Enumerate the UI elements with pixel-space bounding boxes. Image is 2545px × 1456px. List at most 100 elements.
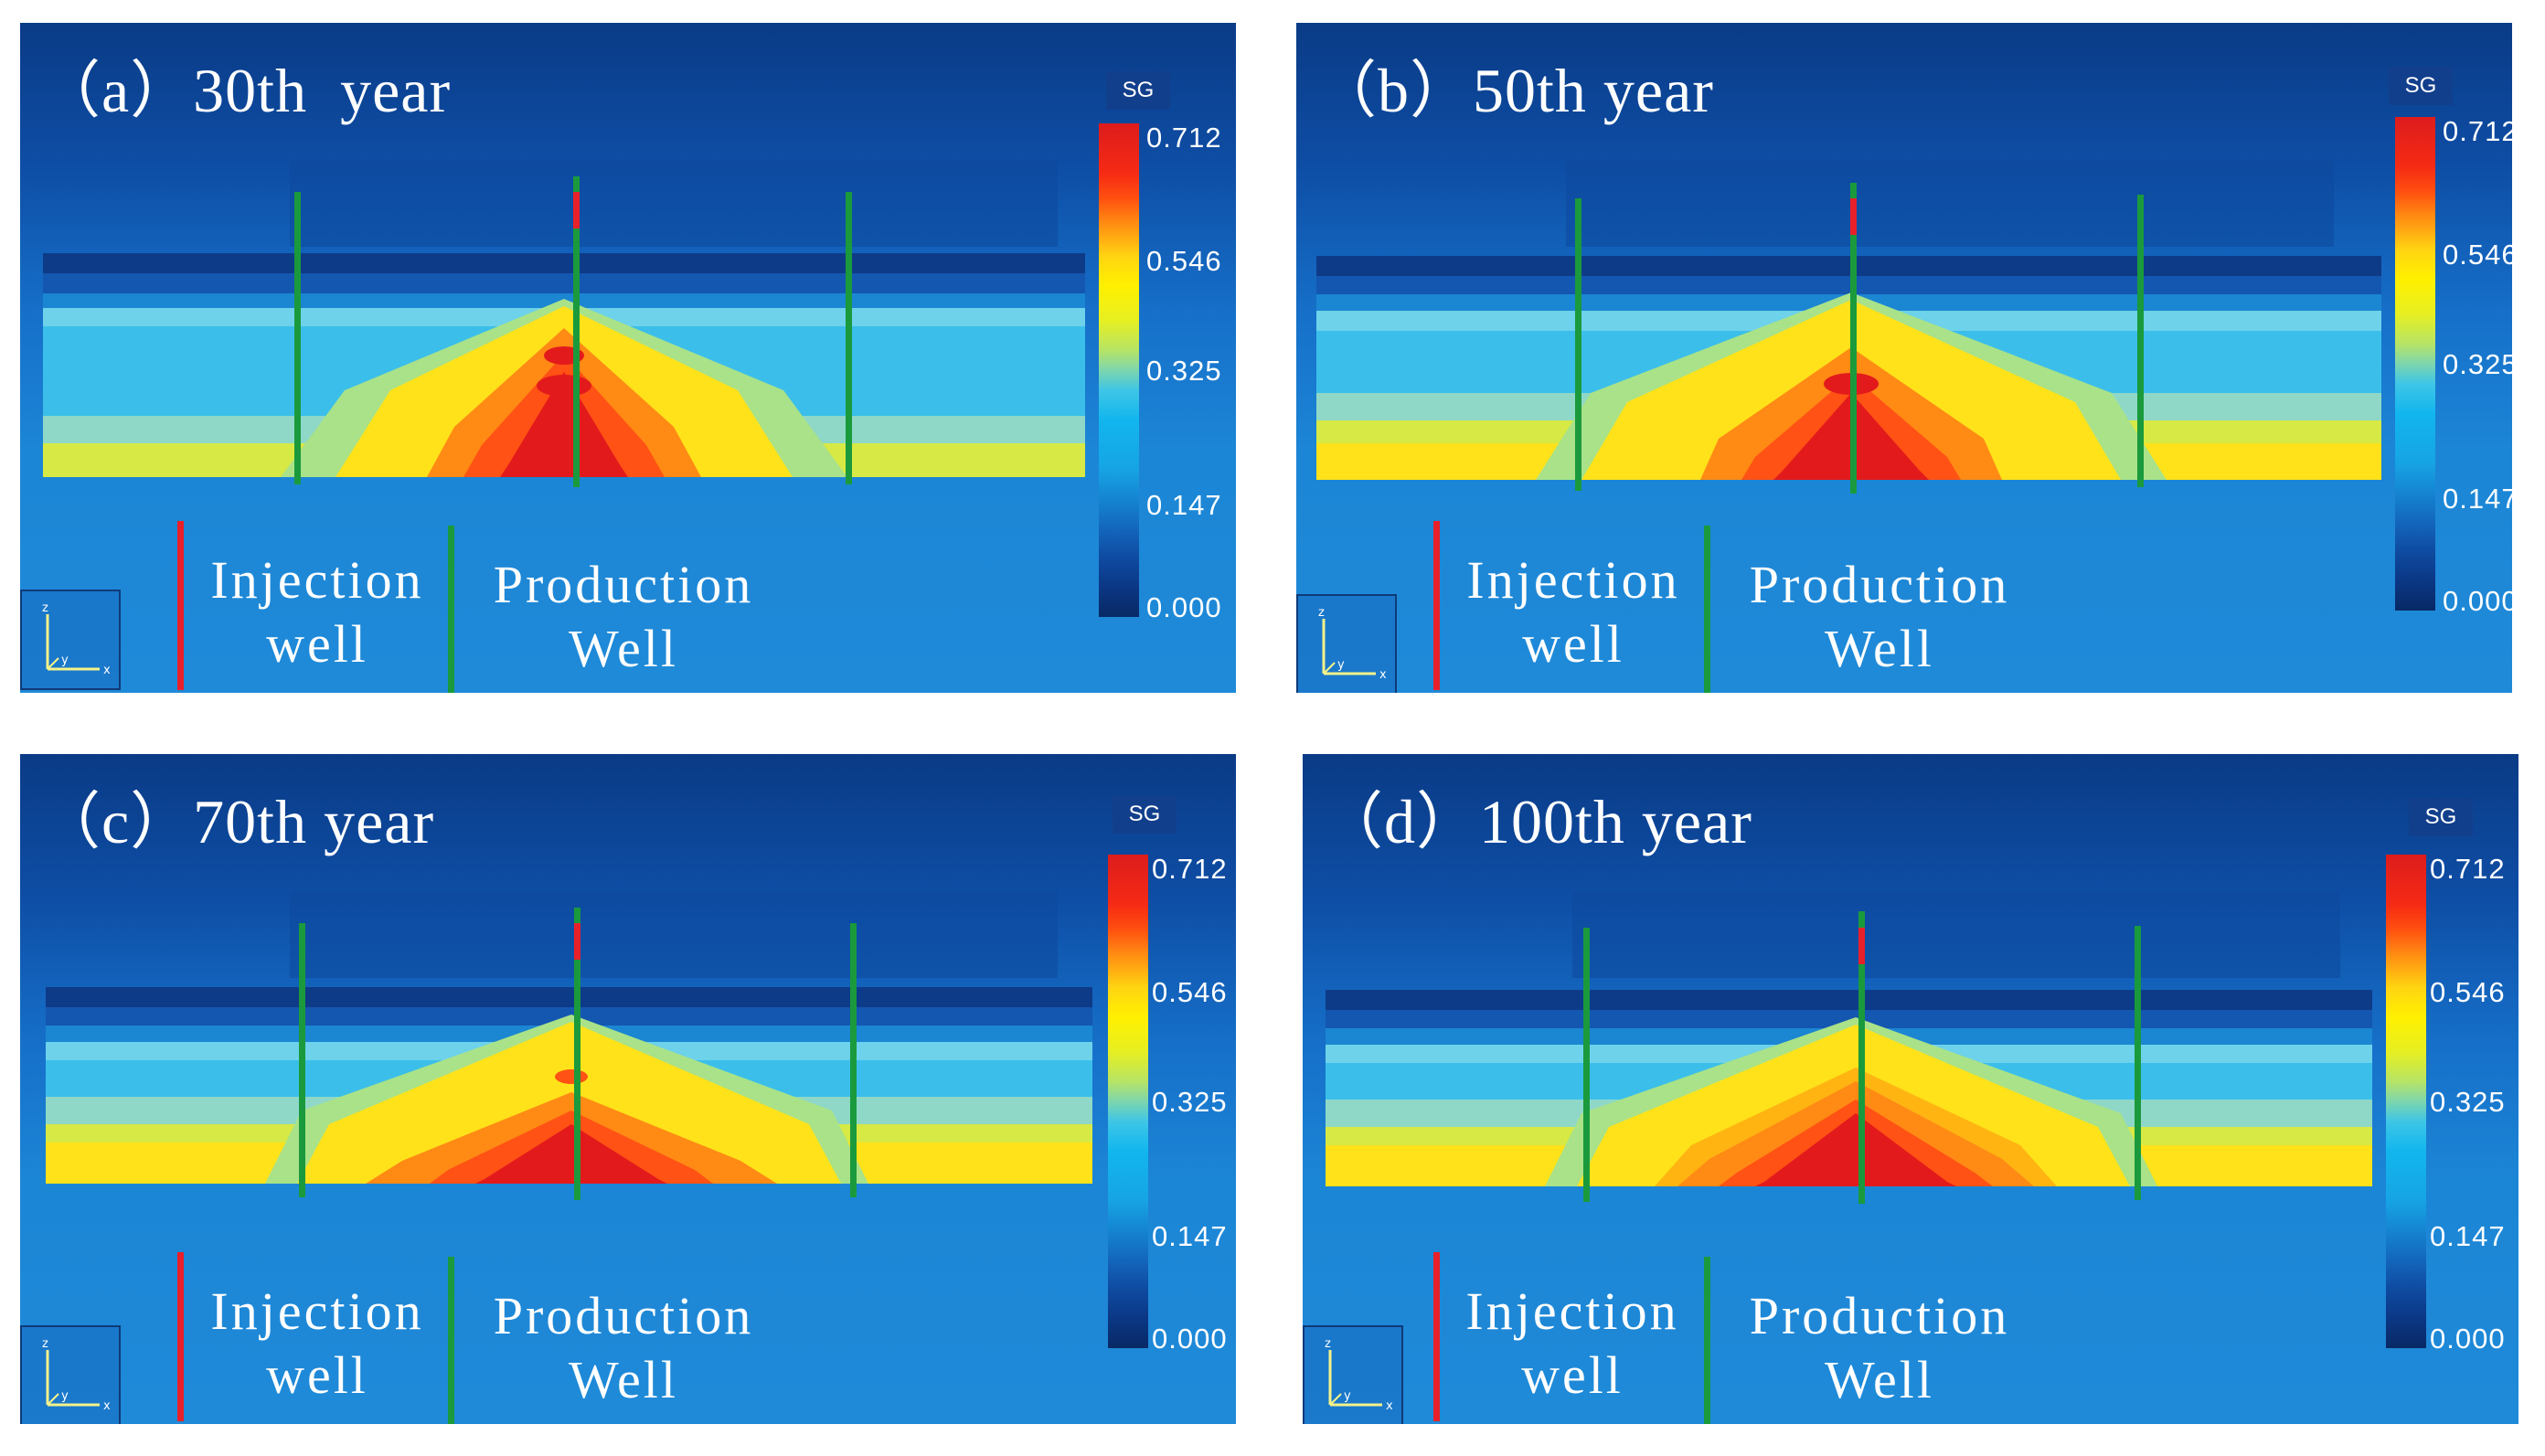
legend-injection-line1: Injection bbox=[210, 1281, 424, 1341]
colorbar-tick: 0.712 bbox=[2430, 853, 2506, 885]
colorbar-tick: 0.000 bbox=[2443, 585, 2512, 617]
legend-injection-line1: Injection bbox=[1465, 1281, 1679, 1341]
legend-injection-line2: well bbox=[266, 1345, 368, 1405]
colorbar-tick: 0.147 bbox=[1152, 1220, 1228, 1252]
panel-c: （c）70th year SG 0.712 0.546 0.325 0.147 … bbox=[20, 754, 1236, 1424]
colorbar-tick: 0.712 bbox=[2443, 115, 2512, 147]
saturation-field bbox=[1326, 990, 2372, 1186]
injection-well bbox=[1858, 928, 1865, 964]
axis-label-x: x bbox=[103, 664, 111, 677]
legend-injection-line2: well bbox=[1521, 1345, 1624, 1405]
colorbar-tick: 0.325 bbox=[1146, 355, 1222, 387]
axis-label-y: y bbox=[1344, 1389, 1351, 1403]
legend-injection-line bbox=[177, 1252, 184, 1421]
legend-injection-line bbox=[177, 521, 184, 690]
axis-triad-icon: z y x bbox=[1325, 1337, 1393, 1413]
legend-injection-line1: Injection bbox=[1466, 550, 1680, 610]
production-well-left bbox=[1575, 198, 1581, 491]
colorbar-tick: 0.712 bbox=[1152, 853, 1228, 885]
legend-production-line1: Production bbox=[493, 555, 754, 614]
colorbar-tick: 0.000 bbox=[1152, 1323, 1228, 1355]
production-well-right bbox=[2137, 195, 2144, 487]
injection-well bbox=[1850, 198, 1857, 235]
axis-triad: z y x bbox=[1296, 594, 1397, 693]
legend-production-line1: Production bbox=[1749, 555, 2010, 614]
legend-production-line2: Well bbox=[568, 1350, 679, 1409]
saturation-field bbox=[43, 253, 1085, 477]
production-well-center bbox=[1850, 183, 1857, 494]
legend-production-line2: Well bbox=[1824, 1350, 1935, 1409]
axis-triad-icon: z y x bbox=[42, 601, 111, 677]
panel-b: （b）50th year SG 0.712 0.546 0.325 0.147 … bbox=[1296, 23, 2512, 693]
reservoir-shadow bbox=[1572, 891, 2340, 978]
colorbar-title: SG bbox=[1113, 795, 1177, 834]
production-well-center bbox=[573, 176, 580, 487]
colorbar-title: SG bbox=[1106, 71, 1170, 110]
axis-label-x: x bbox=[1386, 1399, 1393, 1413]
legend-injection-line bbox=[1433, 521, 1440, 690]
colorbar-tick: 0.000 bbox=[2430, 1323, 2506, 1355]
axis-triad-icon: z y x bbox=[42, 1337, 111, 1413]
axis-label-y: y bbox=[61, 654, 69, 667]
legend-injection-label: Injection well bbox=[194, 1280, 441, 1408]
axis-label-z: z bbox=[42, 1337, 48, 1351]
legend-production-label: Production Well bbox=[477, 553, 770, 681]
legend-production-line bbox=[448, 526, 454, 693]
colorbar-tick: 0.147 bbox=[1146, 489, 1222, 521]
legend-production-line1: Production bbox=[493, 1286, 754, 1345]
colorbar-tick: 0.147 bbox=[2430, 1220, 2506, 1252]
axis-label-y: y bbox=[1337, 658, 1345, 672]
saturation-section bbox=[46, 987, 1092, 1184]
colorbar-tick: 0.325 bbox=[1152, 1086, 1228, 1118]
production-well-right bbox=[850, 923, 857, 1197]
axis-label-z: z bbox=[1318, 606, 1325, 620]
axis-triad: z y x bbox=[20, 590, 121, 690]
injection-well bbox=[574, 923, 580, 960]
axis-label-z: z bbox=[1325, 1337, 1331, 1351]
saturation-field bbox=[1316, 256, 2381, 480]
legend-injection-line2: well bbox=[1522, 614, 1624, 674]
production-well-left bbox=[294, 192, 301, 484]
production-well-left bbox=[299, 923, 305, 1197]
production-well-center bbox=[574, 908, 580, 1200]
axis-label-z: z bbox=[42, 601, 48, 615]
colorbar bbox=[2386, 855, 2426, 1348]
colorbar-tick: 0.546 bbox=[1152, 976, 1228, 1008]
colorbar bbox=[2395, 117, 2435, 611]
legend-injection-line1: Injection bbox=[210, 550, 424, 610]
colorbar-tick: 0.147 bbox=[2443, 483, 2512, 515]
colorbar-title: SG bbox=[2409, 798, 2473, 836]
production-well-left bbox=[1583, 928, 1590, 1202]
legend-production-line2: Well bbox=[568, 619, 679, 678]
legend-injection-label: Injection well bbox=[1450, 548, 1697, 676]
colorbar-tick: 0.325 bbox=[2430, 1086, 2506, 1118]
legend-injection-line bbox=[1433, 1252, 1440, 1421]
legend-production-line bbox=[1704, 526, 1710, 693]
colorbar-tick: 0.546 bbox=[2430, 976, 2506, 1008]
legend-production-line2: Well bbox=[1824, 619, 1935, 678]
panel-d: （d）100th year SG 0.712 0.546 0.325 0.147… bbox=[1303, 754, 2518, 1424]
axis-triad-icon: z y x bbox=[1318, 606, 1387, 682]
colorbar-tick: 0.712 bbox=[1146, 122, 1222, 154]
colorbar bbox=[1099, 123, 1139, 617]
colorbar bbox=[1108, 855, 1148, 1348]
panel-title: （c）70th year bbox=[38, 787, 435, 856]
saturation-section bbox=[43, 253, 1085, 477]
legend-production-label: Production Well bbox=[1733, 553, 2026, 681]
production-well-right bbox=[846, 192, 852, 484]
axis-label-y: y bbox=[61, 1389, 69, 1403]
panel-title: （d）100th year bbox=[1321, 787, 1752, 856]
reservoir-shadow bbox=[290, 160, 1058, 247]
axis-label-x: x bbox=[1379, 668, 1387, 682]
colorbar-tick: 0.546 bbox=[2443, 239, 2512, 271]
colorbar-title: SG bbox=[2389, 67, 2453, 105]
legend-production-line1: Production bbox=[1749, 1286, 2010, 1345]
saturation-section bbox=[1326, 990, 2372, 1186]
axis-triad: z y x bbox=[1303, 1325, 1403, 1424]
legend-production-label: Production Well bbox=[1733, 1284, 2026, 1412]
colorbar-tick: 0.000 bbox=[1146, 591, 1222, 623]
legend-injection-line2: well bbox=[266, 614, 368, 674]
reservoir-shadow bbox=[1566, 160, 2334, 247]
legend-injection-label: Injection well bbox=[194, 548, 441, 676]
legend-production-line bbox=[448, 1257, 454, 1424]
